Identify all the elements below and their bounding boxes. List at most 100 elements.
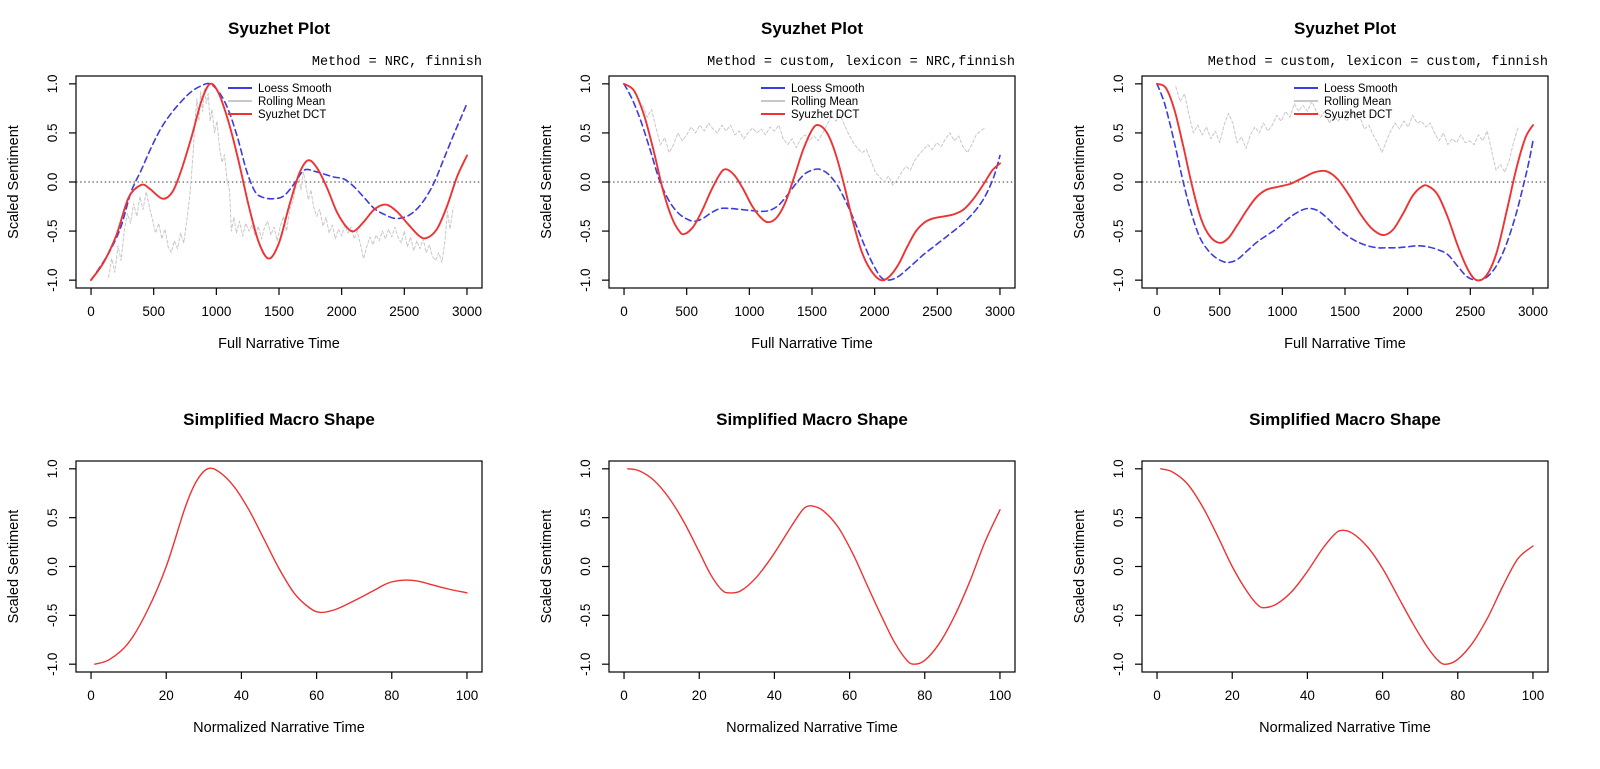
y-tick-label: 0.0 <box>1111 557 1126 576</box>
x-tick-label: 2000 <box>327 304 357 319</box>
x-tick-label: 80 <box>1450 688 1465 703</box>
x-tick-label: 500 <box>1208 304 1231 319</box>
y-axis-title: Scaled Sentiment <box>6 125 22 239</box>
chart-subtitle: Method = NRC, finnish <box>312 55 482 70</box>
y-tick-label: 0.0 <box>45 173 60 192</box>
x-axis-title: Normalized Narrative Time <box>193 720 365 736</box>
x-tick-label: 60 <box>309 688 324 703</box>
x-tick-label: 80 <box>917 688 932 703</box>
y-axis-title: Scaled Sentiment <box>539 510 555 624</box>
legend-label: Syuzhet DCT <box>791 109 859 121</box>
y-axis-title: Scaled Sentiment <box>6 510 22 624</box>
chart-subtitle: Method = custom, lexicon = custom, finni… <box>1208 55 1548 70</box>
y-tick-label: 1.0 <box>1111 459 1126 478</box>
series-syuzhet-dct <box>90 82 468 282</box>
x-axis-title: Full Narrative Time <box>218 336 340 352</box>
series-syuzhet-dct <box>623 82 1001 282</box>
panel-syuzhet-custom-nrc: Syuzhet Plot Method = custom, lexicon = N… <box>533 0 1066 385</box>
x-tick-label: 2500 <box>922 304 952 319</box>
x-tick-label: 60 <box>1375 688 1390 703</box>
panel-macro-shape-2: Simplified Macro Shape 0 20 40 60 80 100 -1.0 -0… <box>533 385 1066 769</box>
x-tick-label: 1500 <box>1330 304 1360 319</box>
y-axis-title: Scaled Sentiment <box>1072 510 1088 624</box>
x-tick-label: 20 <box>1225 688 1240 703</box>
y-axis-title: Scaled Sentiment <box>1072 125 1088 239</box>
y-axis-title: Scaled Sentiment <box>539 125 555 239</box>
chart-title: Syuzhet Plot <box>1294 19 1396 38</box>
series-loess-smooth <box>623 83 1001 281</box>
syuzhet-plot-custom-custom-chart: Syuzhet Plot Method = custom, lexicon = c… <box>1072 19 1549 352</box>
legend-label: Loess Smooth <box>791 83 865 95</box>
x-tick-label: 1500 <box>797 304 827 319</box>
chart-title: Simplified Macro Shape <box>716 410 908 429</box>
macro-shape-2-chart: Simplified Macro Shape 0 20 40 60 80 100 -1.0 -0… <box>539 410 1016 736</box>
x-tick-label: 2000 <box>1393 304 1423 319</box>
x-tick-label: 0 <box>1153 304 1161 319</box>
x-tick-label: 3000 <box>1518 304 1548 319</box>
y-tick-label: 1.0 <box>578 75 593 94</box>
legend-label: Loess Smooth <box>1324 83 1398 95</box>
panel-syuzhet-custom-custom: Syuzhet Plot Method = custom, lexicon = c… <box>1066 0 1599 385</box>
plot-box <box>75 460 483 673</box>
y-tick-label: -1.0 <box>1111 653 1126 676</box>
panel-macro-shape-3: Simplified Macro Shape 0 20 40 60 80 100 -1.0 -0… <box>1066 385 1599 769</box>
y-tick-label: -1.0 <box>578 268 593 291</box>
x-tick-label: 2500 <box>389 304 419 319</box>
x-tick-label: 40 <box>1300 688 1315 703</box>
y-tick-label: 0.5 <box>1111 508 1126 527</box>
y-tick-label: 0.0 <box>45 557 60 576</box>
series-macro-shape <box>627 468 1001 665</box>
y-tick-label: -1.0 <box>45 653 60 676</box>
x-tick-label: 1000 <box>201 304 231 319</box>
x-tick-label: 1000 <box>1267 304 1297 319</box>
macro-shape-3-chart: Simplified Macro Shape 0 20 40 60 80 100 -1.0 -0… <box>1072 410 1549 736</box>
y-tick-label: -0.5 <box>578 604 593 627</box>
chart-title: Simplified Macro Shape <box>1249 410 1441 429</box>
y-tick-label: 0.5 <box>45 124 60 143</box>
chart-title: Simplified Macro Shape <box>183 410 375 429</box>
y-tick-label: -1.0 <box>1111 268 1126 291</box>
x-tick-label: 0 <box>87 304 95 319</box>
syuzhet-plot-custom-nrc-chart: Syuzhet Plot Method = custom, lexicon = N… <box>539 19 1016 352</box>
x-tick-label: 0 <box>620 304 628 319</box>
x-tick-label: 2000 <box>860 304 890 319</box>
series-rolling-mean <box>642 104 986 186</box>
x-tick-label: 1500 <box>264 304 294 319</box>
x-tick-label: 1000 <box>734 304 764 319</box>
y-tick-label: 1.0 <box>578 459 593 478</box>
macro-shape-1-chart: Simplified Macro Shape 0 20 40 60 80 100 -1.0 -0… <box>6 410 483 736</box>
legend-label: Rolling Mean <box>258 96 325 108</box>
x-tick-label: 40 <box>234 688 249 703</box>
x-axis-title: Full Narrative Time <box>1284 336 1406 352</box>
y-tick-label: 1.0 <box>45 459 60 478</box>
x-tick-label: 0 <box>87 688 95 703</box>
x-tick-label: 40 <box>767 688 782 703</box>
x-axis-title: Full Narrative Time <box>751 336 873 352</box>
legend-label: Syuzhet DCT <box>258 109 326 121</box>
x-tick-label: 100 <box>456 688 479 703</box>
x-tick-label: 100 <box>1522 688 1545 703</box>
x-tick-label: 20 <box>159 688 174 703</box>
legend-label: Syuzhet DCT <box>1324 109 1392 121</box>
y-tick-label: 1.0 <box>1111 75 1126 94</box>
series-rolling-mean <box>1175 86 1519 173</box>
y-tick-label: -0.5 <box>45 604 60 627</box>
legend-label: Rolling Mean <box>1324 96 1391 108</box>
plot-box <box>1141 460 1549 673</box>
legend-label: Loess Smooth <box>258 83 332 95</box>
x-tick-label: 20 <box>692 688 707 703</box>
series-loess-smooth <box>90 82 468 281</box>
x-tick-label: 3000 <box>985 304 1015 319</box>
series-macro-shape <box>94 467 468 665</box>
x-tick-label: 3000 <box>452 304 482 319</box>
chart-title: Syuzhet Plot <box>761 19 863 38</box>
panel-macro-shape-1: Simplified Macro Shape 0 20 40 60 80 100 -1.0 -0… <box>0 385 533 769</box>
x-axis-title: Normalized Narrative Time <box>726 720 898 736</box>
series-syuzhet-dct <box>1156 82 1534 282</box>
y-tick-label: -1.0 <box>45 268 60 291</box>
y-tick-label: 0.5 <box>578 124 593 143</box>
chart-subtitle: Method = custom, lexicon = NRC,finnish <box>707 55 1015 70</box>
y-tick-label: 0.0 <box>578 173 593 192</box>
syuzhet-plot-nrc-chart: Syuzhet Plot Method = NRC, finnish 0 500 100… <box>6 19 483 352</box>
